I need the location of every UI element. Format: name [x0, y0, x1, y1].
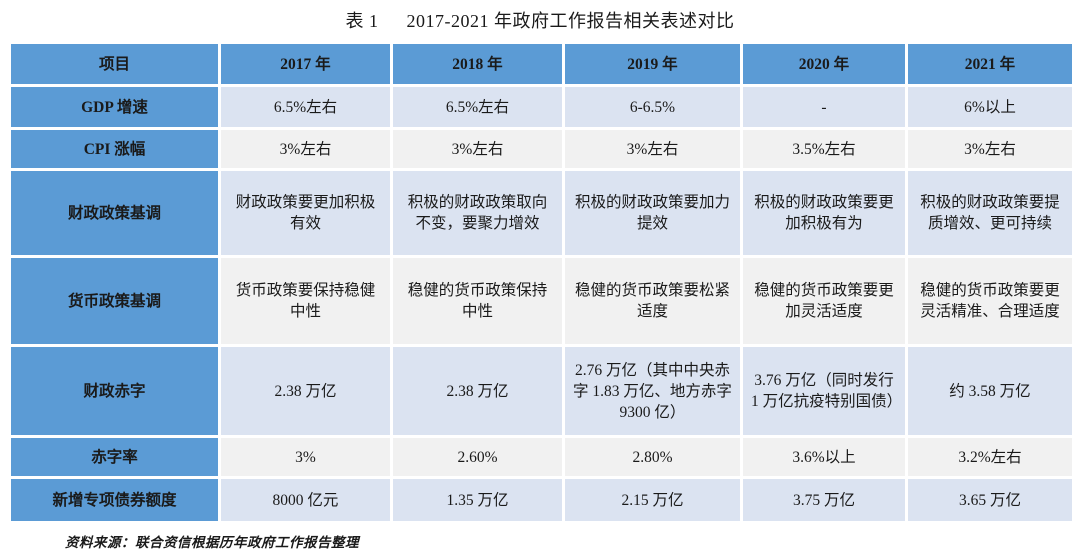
table-cell: 积极的财政政策取向不变，要聚力增效	[390, 168, 565, 258]
table-caption-number: 表 1	[345, 11, 379, 31]
table-cell: 3%	[218, 435, 393, 479]
table-cell: 稳健的货币政策保持中性	[390, 255, 565, 347]
table-cell: 3.5%左右	[740, 127, 908, 171]
table-cell: 稳健的货币政策要松紧适度	[562, 255, 743, 347]
table-cell: 3%左右	[218, 127, 393, 171]
header-row: 项目 2017 年 2018 年 2019 年 2020 年 2021 年	[8, 41, 1075, 87]
column-header-year: 2019 年	[562, 41, 743, 87]
table-cell: 1.35 万亿	[390, 476, 565, 524]
table-cell: 2.80%	[562, 435, 743, 479]
table-cell: 稳健的货币政策要更灵活精准、合理适度	[905, 255, 1075, 347]
table-cell: 约 3.58 万亿	[905, 344, 1075, 438]
table-cell: 6-6.5%	[562, 84, 743, 130]
table-cell: 货币政策要保持稳健中性	[218, 255, 393, 347]
table-cell: 积极的财政政策要加力提效	[562, 168, 743, 258]
comparison-table: 项目 2017 年 2018 年 2019 年 2020 年 2021 年 GDP 增速 6…	[8, 41, 1075, 524]
table-cell: 3.65 万亿	[905, 476, 1075, 524]
table-caption-text: 2017-2021 年政府工作报告相关表述对比	[406, 11, 735, 31]
row-label: GDP 增速	[8, 84, 221, 130]
table-cell: 2.38 万亿	[390, 344, 565, 438]
table-cell: 积极的财政政策要更加积极有为	[740, 168, 908, 258]
table-caption: 表 1 2017-2021 年政府工作报告相关表述对比	[0, 0, 1080, 33]
row-label: 新增专项债券额度	[8, 476, 221, 524]
table-cell: 6%以上	[905, 84, 1075, 130]
column-header-year: 2020 年	[740, 41, 908, 87]
table-cell: 3.76 万亿（同时发行 1 万亿抗疫特别国债）	[740, 344, 908, 438]
row-label: 财政赤字	[8, 344, 221, 438]
table-cell: 8000 亿元	[218, 476, 393, 524]
source-note: 资料来源：联合资信根据历年政府工作报告整理	[65, 535, 359, 550]
table-row: 赤字率 3% 2.60% 2.80% 3.6%以上 3.2%左右	[8, 435, 1075, 479]
table-cell: 3.2%左右	[905, 435, 1075, 479]
table-cell: 3.6%以上	[740, 435, 908, 479]
table-cell: 积极的财政政策要提质增效、更可持续	[905, 168, 1075, 258]
table-cell: 稳健的货币政策要更加灵活适度	[740, 255, 908, 347]
table-container: 项目 2017 年 2018 年 2019 年 2020 年 2021 年 GDP 增速 6…	[8, 41, 1075, 524]
table-row: 新增专项债券额度 8000 亿元 1.35 万亿 2.15 万亿 3.75 万亿 3.65…	[8, 476, 1075, 524]
table-cell: 2.38 万亿	[218, 344, 393, 438]
row-label: 财政政策基调	[8, 168, 221, 258]
table-row: 财政政策基调 财政政策要更加积极有效 积极的财政政策取向不变，要聚力增效 积极的财政政…	[8, 168, 1075, 258]
column-header-year: 2018 年	[390, 41, 565, 87]
row-label: CPI 涨幅	[8, 127, 221, 171]
table-cell: 2.76 万亿（其中中央赤字 1.83 万亿、地方赤字 9300 亿）	[562, 344, 743, 438]
table-row: 货币政策基调 货币政策要保持稳健中性 稳健的货币政策保持中性 稳健的货币政策要松紧适度…	[8, 255, 1075, 347]
table-cell: 3%左右	[905, 127, 1075, 171]
table-cell: 3%左右	[562, 127, 743, 171]
row-label: 赤字率	[8, 435, 221, 479]
table-cell: 6.5%左右	[390, 84, 565, 130]
table-cell: 2.60%	[390, 435, 565, 479]
column-header-year: 2021 年	[905, 41, 1075, 87]
table-cell: 3%左右	[390, 127, 565, 171]
table-cell: -	[740, 84, 908, 130]
column-header-year: 2017 年	[218, 41, 393, 87]
table-row: GDP 增速 6.5%左右 6.5%左右 6-6.5% -6%以上	[8, 84, 1075, 130]
table-cell: 3.75 万亿	[740, 476, 908, 524]
table-row: CPI 涨幅 3%左右 3%左右 3%左右 3.5%左右 3%左右	[8, 127, 1075, 171]
table-cell: 财政政策要更加积极有效	[218, 168, 393, 258]
row-label: 货币政策基调	[8, 255, 221, 347]
table-cell: 6.5%左右	[218, 84, 393, 130]
table-cell: 2.15 万亿	[562, 476, 743, 524]
table-row: 财政赤字 2.38 万亿 2.38 万亿 2.76 万亿（其中中央赤字 1.83 万亿…	[8, 344, 1075, 438]
column-header-item: 项目	[8, 41, 221, 87]
